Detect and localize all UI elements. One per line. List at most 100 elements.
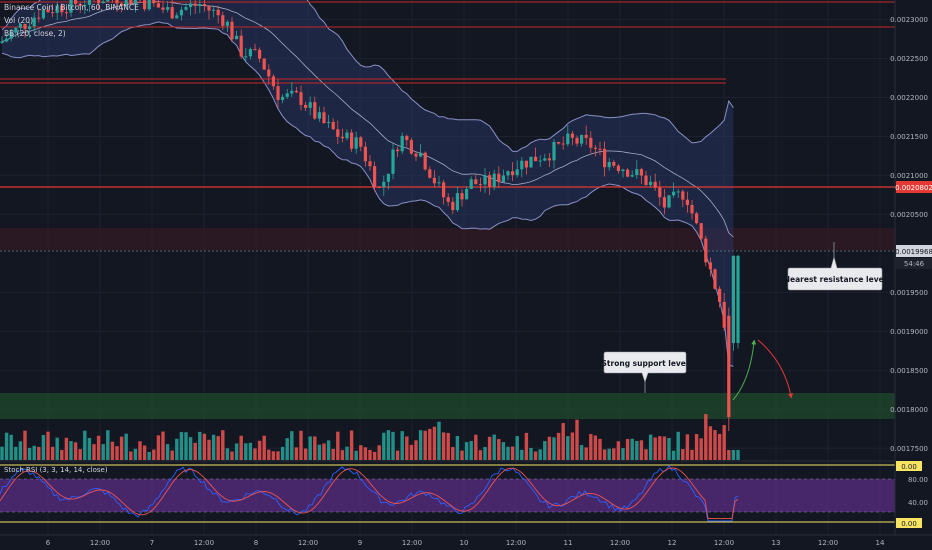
volume-bar	[418, 430, 423, 460]
volume-bar	[570, 432, 575, 460]
candle-body	[170, 7, 174, 19]
candle-body	[350, 132, 354, 149]
time-axis[interactable]: 6 12:00 7 12:00 8 12:00 9 12:00 10 12:00 11 12:00 12…	[0, 534, 932, 550]
support-callout[interactable]: Strong support level	[602, 351, 689, 393]
time-tick: 12:00	[506, 539, 526, 547]
candle-body	[23, 24, 27, 29]
volume-bar	[23, 430, 27, 460]
candle-body	[547, 158, 551, 161]
time-tick: 7	[150, 539, 154, 547]
bollinger-basis	[1, 0, 734, 238]
volume-bar	[451, 447, 455, 460]
candle-body	[603, 148, 607, 168]
volume-bar	[667, 437, 671, 460]
candle-body	[432, 177, 436, 184]
candle-body	[207, 5, 211, 11]
volume-bar	[129, 451, 133, 460]
volume-bar	[27, 447, 32, 460]
candle-body	[653, 181, 657, 188]
candle-body	[699, 223, 703, 239]
candle-body	[396, 149, 400, 152]
candle-body	[377, 186, 381, 188]
candle-body	[685, 199, 689, 206]
countdown-badge	[896, 258, 932, 269]
candle-body	[0, 41, 4, 43]
candle-body	[51, 12, 55, 14]
projection-arrow-up	[732, 339, 757, 401]
volume-bar	[483, 446, 487, 460]
volume-bar	[464, 442, 469, 460]
candle-body	[184, 7, 188, 10]
price-tick: 0.0021500	[890, 133, 928, 141]
candle-body	[281, 96, 285, 100]
candle-body	[382, 181, 386, 188]
volume-bar	[267, 449, 271, 460]
volume-bar	[547, 436, 552, 460]
candle-body	[488, 175, 492, 187]
candle-body	[589, 137, 593, 148]
stoch-legend[interactable]: Stoch RSI (3, 3, 14, 14, close)	[4, 466, 108, 474]
volume-bar	[497, 439, 501, 460]
candle-body	[474, 179, 478, 185]
volume-bar	[14, 446, 18, 460]
legend: Binance Coin / Bitcoin, 60, BINANCE Vol …	[4, 3, 139, 38]
volume-bar	[303, 448, 308, 460]
candle-body	[662, 197, 666, 208]
volume-bar	[73, 442, 78, 460]
candle-body	[607, 161, 611, 168]
candle-body	[405, 135, 409, 141]
volume-bar	[722, 425, 726, 460]
candle-body	[331, 121, 335, 130]
volume-legend[interactable]: Vol (20)	[4, 16, 33, 25]
volume-bar	[87, 437, 92, 460]
candle-body	[451, 201, 455, 211]
candle-body	[736, 255, 740, 344]
volume-bar	[598, 438, 602, 460]
candle-body	[253, 49, 257, 51]
volume-bar	[543, 441, 547, 460]
candle-body	[299, 92, 303, 105]
candle-body	[129, 0, 133, 5]
candle-body	[69, 0, 73, 13]
price-tick: 0.0020500	[890, 211, 928, 219]
candle-body	[529, 156, 533, 168]
candle-body	[580, 134, 584, 144]
volume-bar	[156, 435, 161, 460]
volume-bar	[179, 432, 184, 460]
candle-body	[598, 148, 602, 150]
candle-body	[317, 112, 321, 119]
candle-body	[649, 181, 653, 186]
symbol-title[interactable]: Binance Coin / Bitcoin, 60, BINANCE	[4, 3, 139, 12]
price-axis[interactable]: 0.0023000 0.0022500 0.0022000 0.0021500 0.00…	[890, 0, 932, 535]
volume-bar	[704, 414, 708, 460]
volume-bar	[188, 437, 193, 460]
volume-bar	[395, 450, 400, 460]
candle-body	[5, 38, 9, 42]
bb-legend[interactable]: BB (20, close, 2)	[4, 29, 66, 38]
candle-body	[327, 121, 331, 123]
candle-body	[621, 169, 625, 172]
candle-body	[152, 0, 156, 4]
volume-bar	[635, 440, 639, 460]
volume-bar	[276, 451, 280, 460]
candle-body	[354, 137, 358, 149]
stoch-badge-top-label: 0.00	[901, 463, 917, 471]
volume-bar	[0, 446, 4, 460]
resistance-callout[interactable]: Nearest resistance level	[784, 242, 887, 291]
volume-bar	[612, 448, 616, 460]
time-tick: 12:00	[818, 539, 838, 547]
candle-body	[133, 0, 137, 5]
volume-bar	[60, 450, 64, 460]
candle-body	[478, 184, 482, 186]
time-tick: 12:00	[610, 539, 630, 547]
candle-body	[308, 102, 312, 108]
candle-body	[469, 179, 473, 189]
candle-body	[244, 56, 248, 58]
stoch-badge-bottom	[896, 518, 922, 528]
candle-body	[212, 9, 216, 11]
candle-body	[713, 269, 717, 289]
volume-bar	[110, 441, 115, 460]
candle-body	[593, 147, 597, 149]
volume-bar	[658, 436, 662, 460]
